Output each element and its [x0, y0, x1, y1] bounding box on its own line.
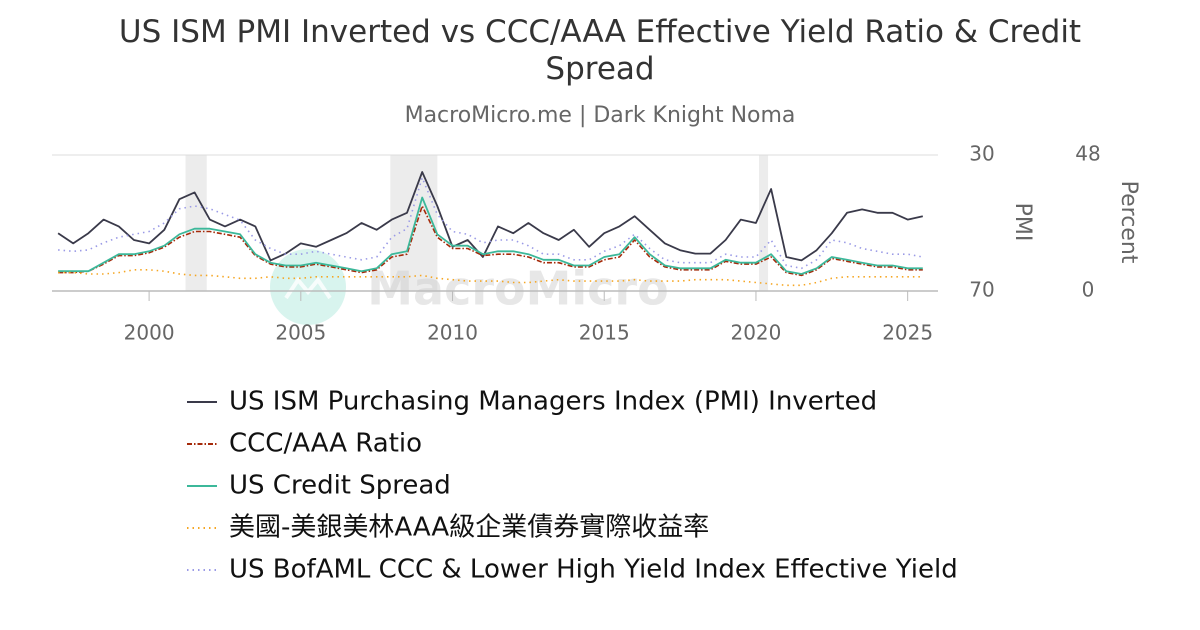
legend-label: CCC/AAA Ratio [229, 429, 422, 459]
chart-subtitle: MacroMicro.me | Dark Knight Noma [405, 103, 796, 128]
series-line [58, 176, 923, 270]
x-tick-label: 2020 [730, 321, 781, 345]
y2-tick-label: 0 [1082, 278, 1095, 302]
legend-label: US Credit Spread [229, 471, 451, 501]
x-tick-label: 2000 [124, 321, 175, 345]
y-tick-label: 70 [969, 278, 994, 302]
x-tick-label: 2010 [427, 321, 478, 345]
x-tick-label: 2015 [579, 321, 630, 345]
x-tick-label: 2005 [275, 321, 326, 345]
legend-label: US BofAML CCC & Lower High Yield Index E… [229, 555, 958, 585]
series-line [58, 196, 923, 275]
chart-title: US ISM PMI Inverted vs CCC/AAA Effective… [118, 14, 1082, 87]
y-axis-title: PMI [1010, 203, 1035, 242]
watermark-logo-mark [284, 276, 332, 300]
legend-label: US ISM Purchasing Managers Index (PMI) I… [229, 387, 877, 417]
series-line [58, 205, 923, 277]
y2-axis-title: Percent [1116, 181, 1141, 264]
x-tick-label: 2025 [882, 321, 933, 345]
shaded-period [758, 155, 769, 291]
shaded-period [390, 155, 438, 291]
legend-label: 美國-美銀美林AAA級企業債券實際收益率 [229, 513, 709, 543]
watermark-logo [270, 249, 346, 325]
watermark: MacroMicro [367, 262, 668, 316]
y-tick-label: 30 [969, 142, 994, 166]
y2-tick-label: 48 [1075, 142, 1100, 166]
shaded-period [185, 155, 207, 291]
